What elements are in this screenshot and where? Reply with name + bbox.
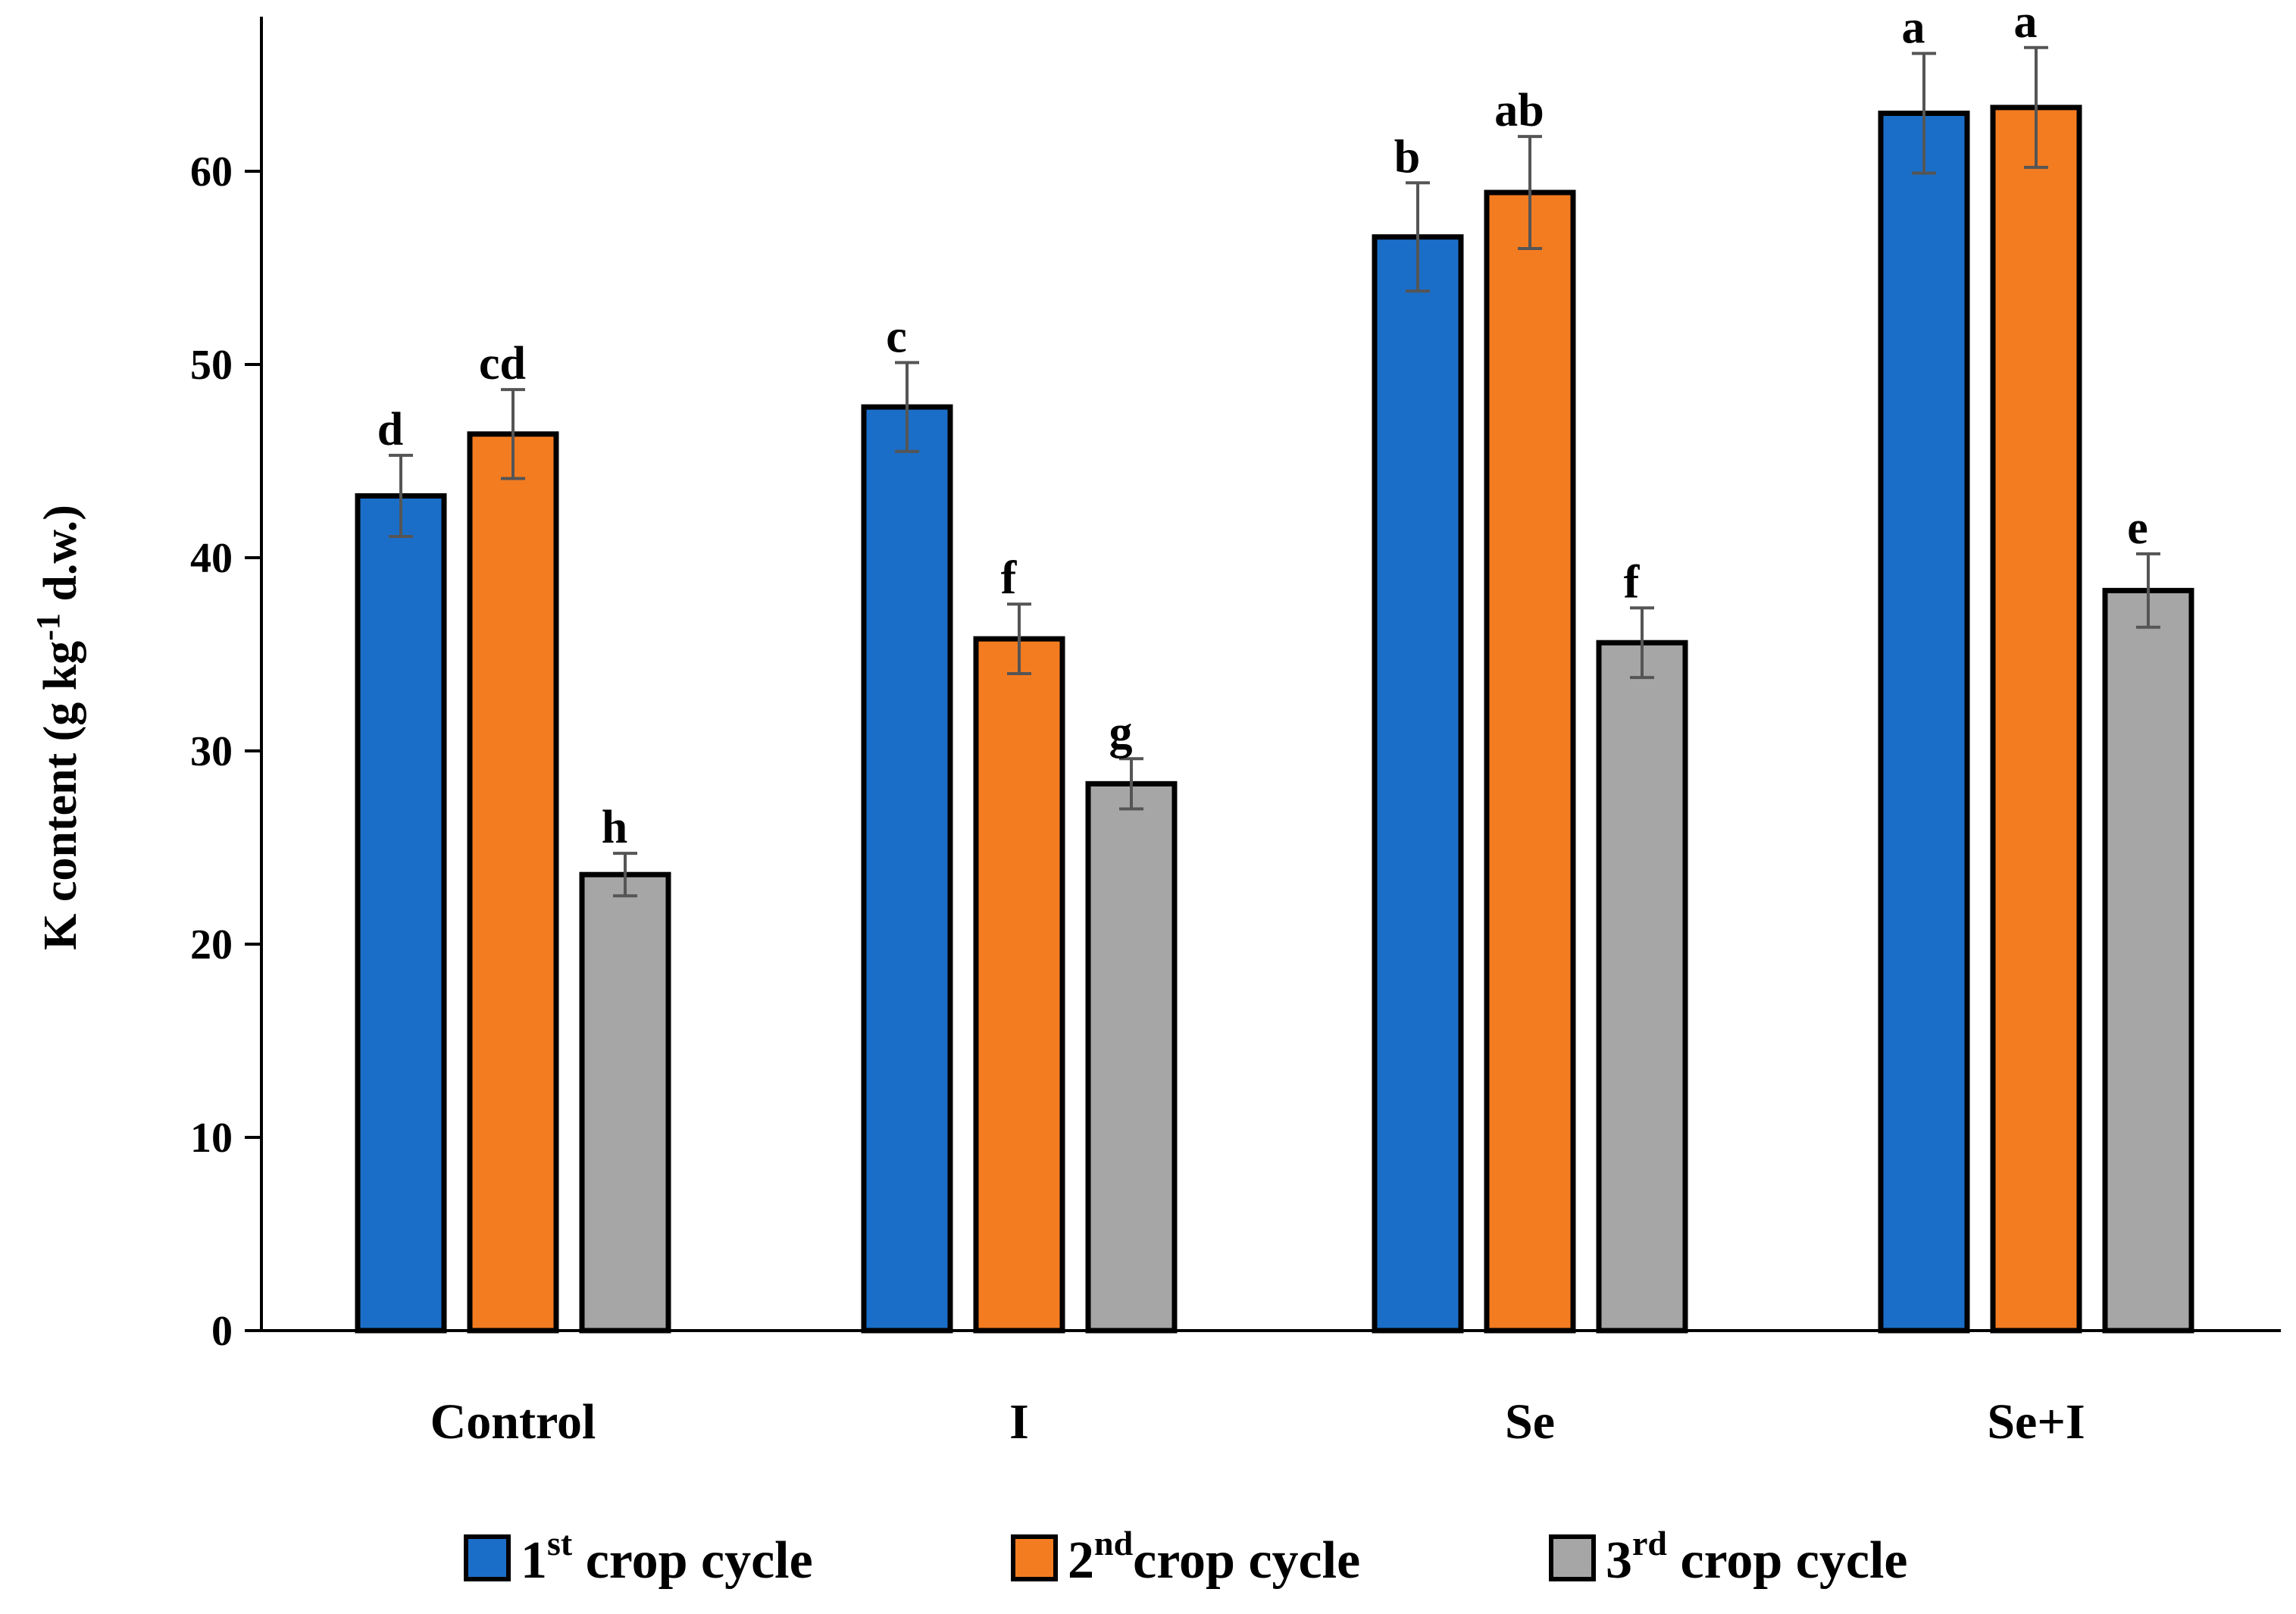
legend-number: 1	[521, 1531, 547, 1590]
significance-letters: d cd h c f g b ab f a a e	[377, 0, 2148, 853]
y-tick-label: 40	[190, 535, 233, 582]
bar	[1990, 105, 2082, 1334]
svg-text:K content (g kg-1 d.w.): K content (g kg-1 d.w.)	[30, 505, 86, 950]
significance-letter: f	[1624, 556, 1641, 608]
legend-number: 3	[1606, 1531, 1632, 1590]
legend-text: crop cycle	[1667, 1531, 1907, 1590]
category-labels: Control I Se Se+I	[430, 1394, 2085, 1450]
significance-letter: cd	[479, 338, 526, 389]
y-tick-label: 10	[190, 1115, 233, 1162]
legend-number: 2	[1068, 1531, 1094, 1590]
category-label: Se+I	[1987, 1394, 2085, 1450]
legend-label: 1st crop cycle	[521, 1524, 813, 1590]
legend-swatch	[464, 1534, 511, 1581]
bar	[467, 431, 559, 1334]
category-label: I	[1009, 1394, 1029, 1450]
bar	[1484, 189, 1576, 1334]
legend: 1st crop cycle 2ndcrop cycle 3rd crop cycl…	[464, 1524, 1907, 1590]
y-tick-label: 30	[190, 728, 233, 775]
axes	[260, 17, 2281, 1332]
legend-item: 2ndcrop cycle	[1011, 1524, 1360, 1590]
legend-label: 2ndcrop cycle	[1068, 1524, 1360, 1590]
significance-letter: g	[1109, 707, 1133, 759]
legend-superscript: rd	[1632, 1524, 1667, 1562]
y-axis-title: K content (g kg-1 d.w.)	[30, 505, 86, 950]
legend-swatch	[1549, 1534, 1596, 1581]
bar	[2102, 587, 2194, 1334]
significance-letter: f	[1001, 552, 1018, 604]
significance-letter: c	[886, 311, 907, 362]
bar	[861, 404, 953, 1334]
y-tick-label: 0	[211, 1308, 233, 1355]
significance-letter: a	[2014, 0, 2038, 48]
bars	[355, 105, 2194, 1334]
significance-letter: a	[1902, 2, 1925, 53]
bar	[1878, 111, 1970, 1334]
bar	[355, 493, 447, 1334]
category-label: Se	[1505, 1394, 1555, 1450]
significance-letter: d	[377, 404, 403, 455]
bar	[973, 636, 1065, 1334]
legend-superscript: st	[547, 1524, 573, 1562]
significance-letter: ab	[1494, 85, 1544, 136]
bar	[1085, 780, 1178, 1334]
legend-item: 1st crop cycle	[464, 1524, 813, 1590]
error-bars	[389, 45, 2160, 898]
bar	[579, 871, 671, 1334]
legend-item: 3rd crop cycle	[1549, 1524, 1907, 1590]
legend-label: 3rd crop cycle	[1606, 1524, 1907, 1590]
y-tick-label: 60	[190, 149, 233, 195]
legend-swatch	[1011, 1534, 1058, 1581]
significance-letter: b	[1394, 131, 1420, 183]
y-ticks: 0 10 20 30 40 50 60	[190, 149, 261, 1355]
significance-letter: h	[602, 802, 627, 853]
bar	[1372, 234, 1464, 1334]
legend-text: crop cycle	[572, 1531, 812, 1590]
y-tick-label: 50	[190, 342, 233, 389]
category-label: Control	[430, 1394, 596, 1450]
significance-letter: e	[2127, 502, 2148, 554]
bar	[1596, 640, 1688, 1334]
legend-superscript: nd	[1094, 1524, 1134, 1562]
legend-text: crop cycle	[1133, 1531, 1360, 1590]
y-tick-label: 20	[190, 921, 233, 968]
y-axis-title-sup: -1	[30, 613, 67, 641]
y-axis-title-suffix: d.w.)	[35, 505, 86, 613]
y-axis-title-prefix: K content (g kg	[35, 641, 86, 950]
